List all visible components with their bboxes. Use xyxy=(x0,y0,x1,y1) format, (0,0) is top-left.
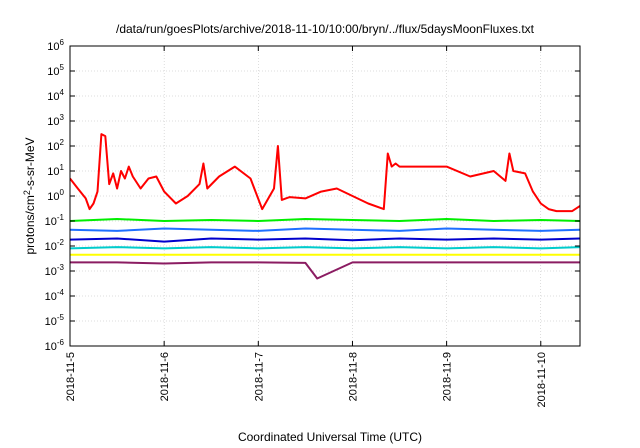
series-line-6 xyxy=(70,261,580,280)
y-tick-label: 101 xyxy=(47,163,64,178)
y-tick-label: 105 xyxy=(47,63,64,78)
y-tick-label: 10-2 xyxy=(45,238,65,253)
series-line-1 xyxy=(70,218,580,222)
y-tick-label: 102 xyxy=(47,138,64,153)
x-tick-label: 2018-11-7 xyxy=(253,352,265,401)
y-tick-base: 10 xyxy=(47,41,59,53)
y-tick-exp: 1 xyxy=(60,163,65,172)
x-tick-label: 2018-11-8 xyxy=(347,352,359,401)
y-tick-base: 10 xyxy=(47,141,59,153)
y-tick-exp: 5 xyxy=(60,63,65,72)
y-tick-exp: -2 xyxy=(57,238,65,247)
x-tick-label: 2018-11-9 xyxy=(442,352,454,401)
chart-title: /data/run/goesPlots/archive/2018-11-10/1… xyxy=(116,22,535,36)
x-axis-label: Coordinated Universal Time (UTC) xyxy=(238,430,422,444)
y-tick-base: 10 xyxy=(45,266,57,278)
y-tick-label: 10-4 xyxy=(45,288,65,303)
y-axis-label: protons/cm2-s-sr-MeV xyxy=(22,137,37,254)
series-line-0 xyxy=(70,133,580,213)
y-tick-exp: -5 xyxy=(57,313,65,322)
y-tick-base: 10 xyxy=(45,241,57,253)
y-tick-base: 10 xyxy=(45,316,57,328)
y-tick-base: 10 xyxy=(45,216,57,228)
y-tick-exp: -1 xyxy=(57,213,65,222)
y-axis-label-prefix: protons/cm xyxy=(23,195,37,254)
y-tick-base: 10 xyxy=(47,166,59,178)
y-tick-base: 10 xyxy=(47,66,59,78)
y-tick-label: 10-3 xyxy=(45,263,65,278)
y-axis-label-suffix: -s-sr-MeV xyxy=(23,137,37,190)
y-tick-base: 10 xyxy=(45,341,57,353)
x-tick-label: 2018-11-5 xyxy=(65,352,77,401)
y-tick-label: 106 xyxy=(47,38,64,53)
y-tick-base: 10 xyxy=(47,191,59,203)
x-tick-label: 2018-11-6 xyxy=(159,352,171,401)
y-tick-exp: 6 xyxy=(60,38,65,47)
grid xyxy=(70,46,580,346)
series-line-3 xyxy=(70,237,580,243)
y-axis: 10-610-510-410-310-210-11001011021031041… xyxy=(45,38,580,353)
x-axis: 2018-11-5 2018-11-6 2018-11-7 2018-11-8 2018… xyxy=(65,46,548,407)
y-tick-exp: 3 xyxy=(60,113,65,122)
y-tick-base: 10 xyxy=(45,291,57,303)
y-tick-label: 10-1 xyxy=(45,213,65,228)
y-tick-exp: 2 xyxy=(60,138,65,147)
y-axis-label-sup: 2 xyxy=(22,190,32,195)
y-tick-label: 104 xyxy=(47,88,64,103)
y-tick-label: 10-6 xyxy=(45,338,65,353)
series-layer xyxy=(70,133,580,280)
series-line-4 xyxy=(70,246,580,250)
y-tick-label: 100 xyxy=(47,188,64,203)
y-tick-exp: -3 xyxy=(57,263,65,272)
y-tick-base: 10 xyxy=(47,116,59,128)
y-tick-label: 103 xyxy=(47,113,64,128)
x-tick-label: 2018-11-10 xyxy=(536,352,548,407)
series-line-2 xyxy=(70,227,580,232)
y-tick-exp: -6 xyxy=(57,338,65,347)
y-tick-exp: -4 xyxy=(57,288,65,297)
y-tick-label: 10-5 xyxy=(45,313,65,328)
y-tick-base: 10 xyxy=(47,91,59,103)
y-tick-exp: 0 xyxy=(60,188,65,197)
y-tick-exp: 4 xyxy=(60,88,65,97)
